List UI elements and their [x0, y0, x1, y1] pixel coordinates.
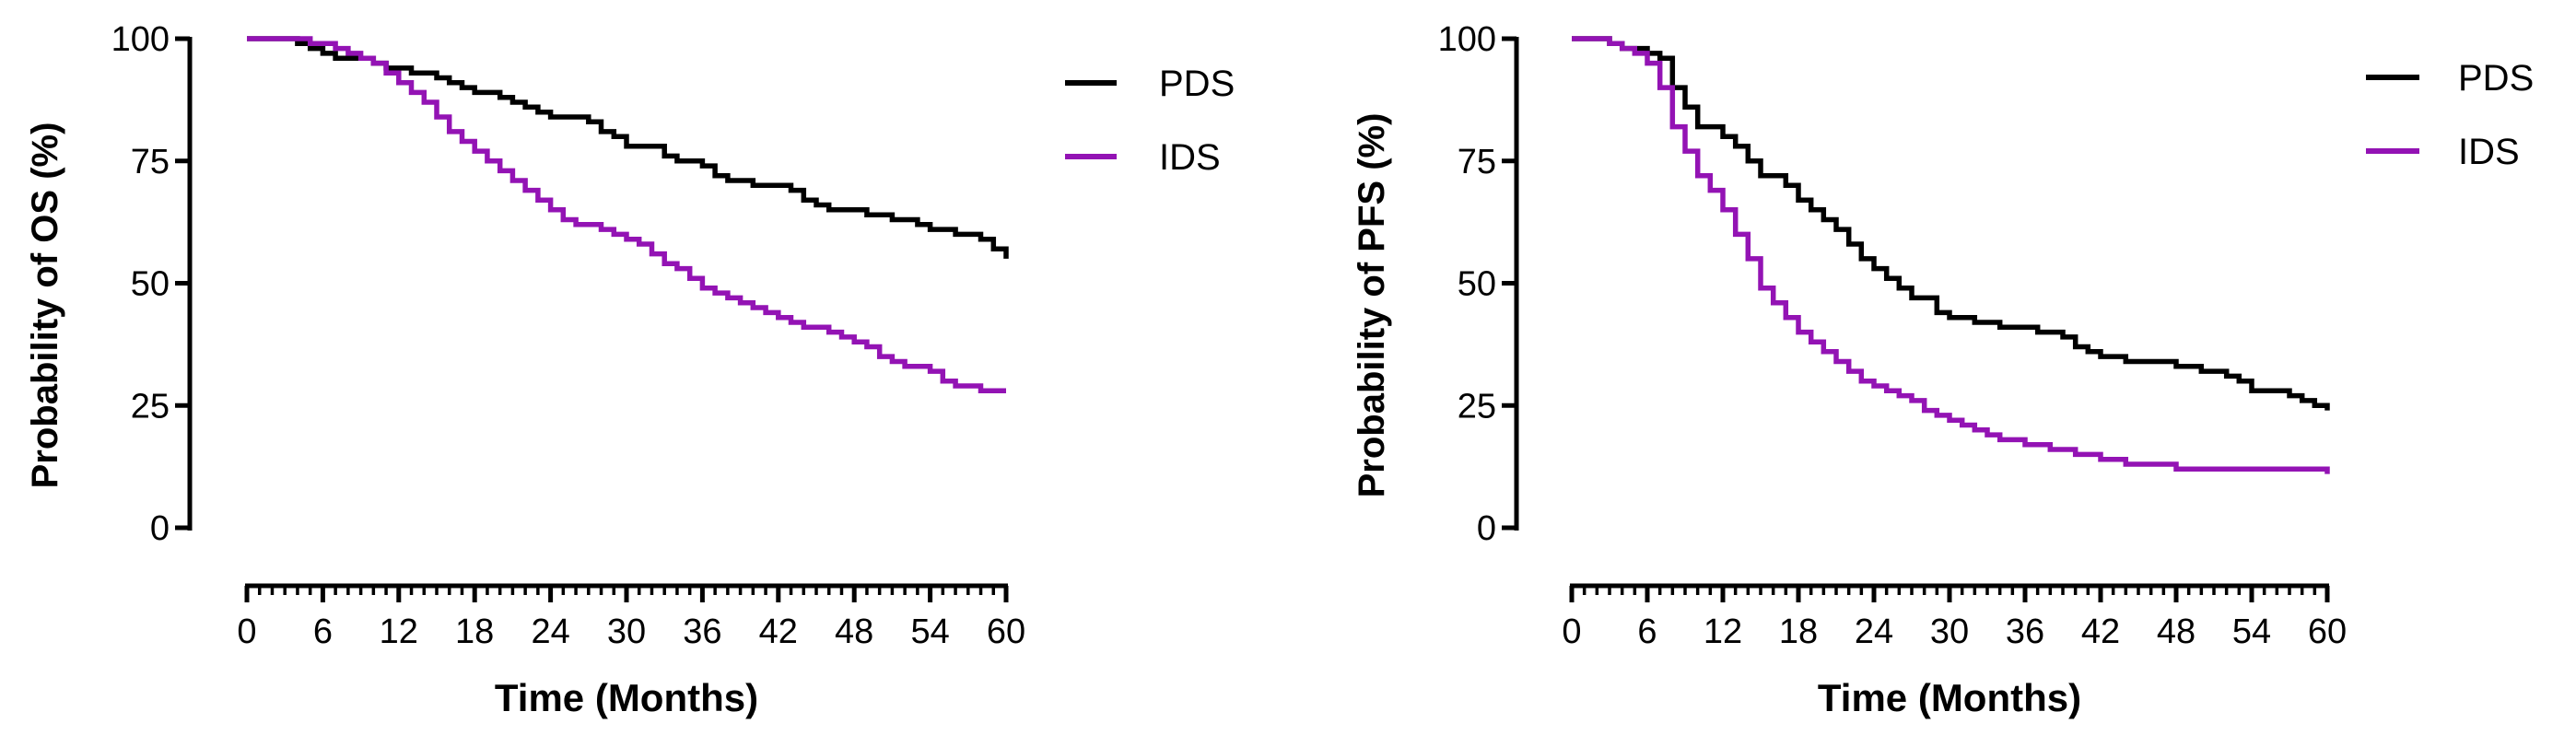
x-axis-title: Time (Months): [1818, 676, 2081, 719]
x-tick-label: 48: [835, 612, 873, 651]
legend-label-ids: IDS: [1159, 137, 1221, 178]
x-tick-label: 30: [607, 612, 646, 651]
x-tick-label: 24: [1855, 612, 1893, 651]
y-tick-label: 75: [1458, 143, 1496, 181]
x-tick-label: 54: [910, 612, 949, 651]
y-tick-label: 25: [1458, 387, 1496, 426]
x-tick-label: 36: [683, 612, 721, 651]
x-tick-label: 24: [531, 612, 569, 651]
x-tick-label: 12: [1704, 612, 1742, 651]
series-line-pds: [247, 36, 1009, 259]
y-tick-label: 0: [150, 509, 170, 548]
x-tick-label: 48: [2157, 612, 2195, 651]
y-tick-label: 50: [1458, 265, 1496, 304]
x-tick-label: 36: [2006, 612, 2044, 651]
x-tick-label: 6: [1637, 612, 1657, 651]
y-tick-label: 75: [131, 143, 170, 181]
series-line-pds: [1572, 36, 2330, 411]
y-tick-label: 0: [1477, 509, 1496, 548]
pfs-chart-panel: 0 25 50 75 100 Probability of PFS (%) 0 6 12 18 24…: [1352, 20, 2534, 719]
x-tick-label: 60: [987, 612, 1025, 651]
series-line-ids: [1572, 36, 2330, 474]
y-tick-label: 100: [1438, 20, 1496, 59]
x-tick-label: 18: [455, 612, 494, 651]
legend-label-pds: PDS: [1159, 64, 1235, 104]
x-tick-label: 54: [2232, 612, 2271, 651]
legend-label-pds: PDS: [2458, 58, 2534, 99]
os-chart-panel: 0 25 50 75 100 Probability of OS (%) 0 6 12 18 24 3…: [25, 20, 1235, 719]
x-tick-label: 12: [380, 612, 418, 651]
x-tick-label: 60: [2308, 612, 2347, 651]
legend-label-ids: IDS: [2458, 132, 2520, 172]
x-tick-label: 42: [2081, 612, 2120, 651]
y-axis-title: Probability of PFS (%): [1352, 113, 1392, 498]
x-tick-label: 0: [237, 612, 256, 651]
y-axis-title: Probability of OS (%): [25, 122, 65, 489]
series-line-ids: [247, 36, 1006, 394]
x-tick-label: 6: [313, 612, 333, 651]
x-tick-label: 30: [1930, 612, 1969, 651]
y-tick-label: 100: [111, 20, 170, 59]
x-axis-title: Time (Months): [495, 676, 758, 719]
x-tick-label: 0: [1562, 612, 1581, 651]
x-tick-label: 18: [1779, 612, 1818, 651]
y-tick-label: 50: [131, 265, 170, 304]
y-tick-label: 25: [131, 387, 170, 426]
x-tick-label: 42: [759, 612, 798, 651]
